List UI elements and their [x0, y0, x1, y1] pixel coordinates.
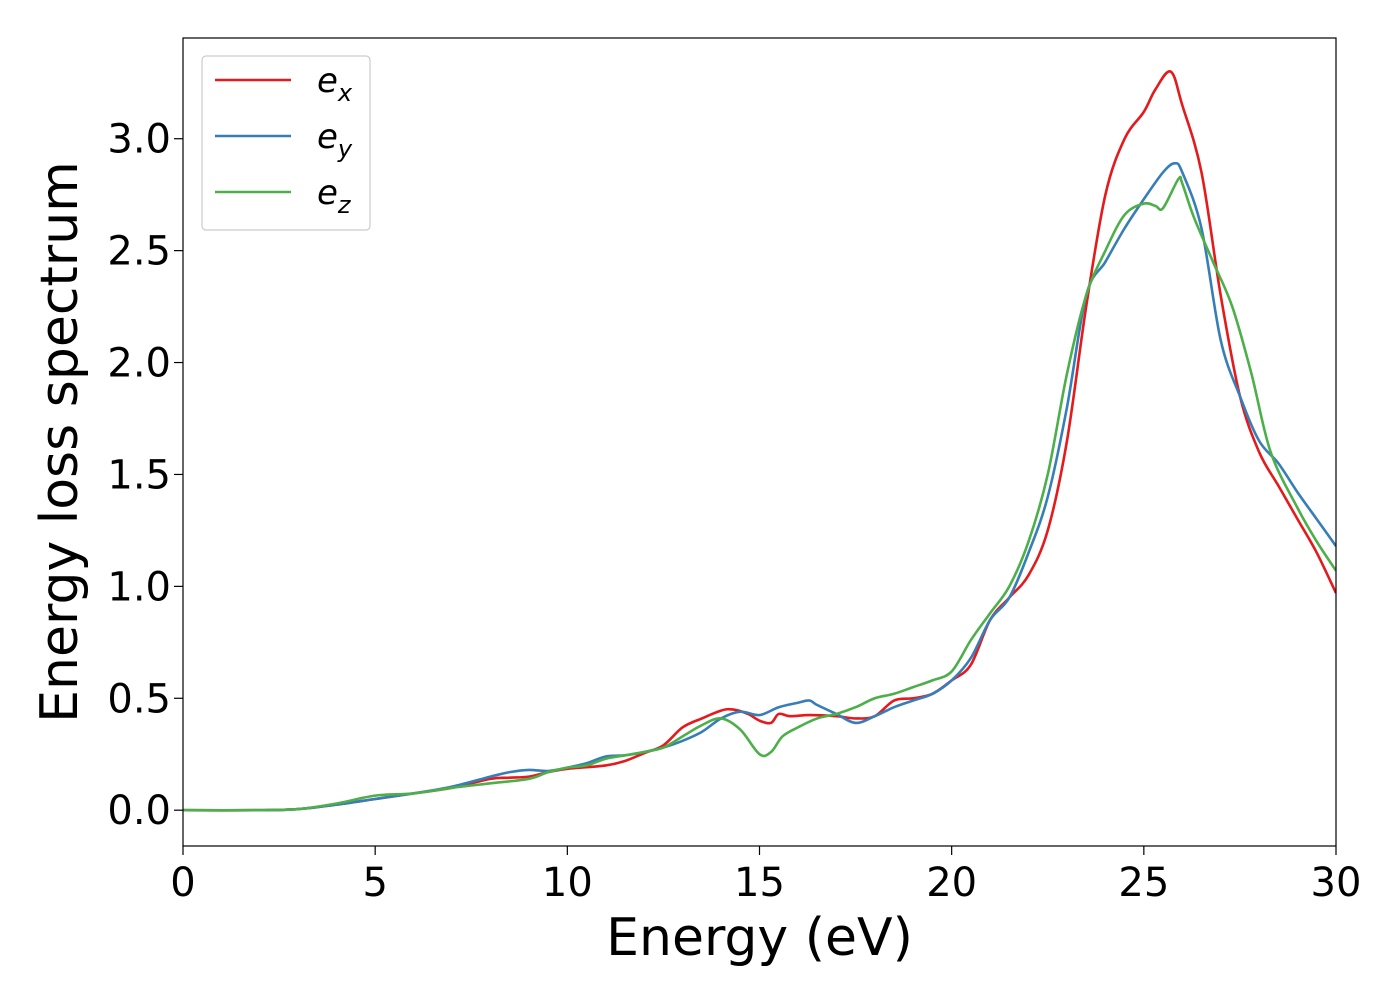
y-tick-label: 3.0 [107, 117, 171, 163]
series-line-ey [183, 161, 1336, 812]
y-tick-label: 0.5 [107, 676, 171, 722]
y-tick-label: 0.0 [107, 788, 171, 834]
y-tick-label: 1.0 [107, 564, 171, 610]
x-tick-label: 25 [1118, 860, 1169, 906]
x-tick-label: 5 [362, 860, 387, 906]
y-tick-label: 1.5 [107, 452, 171, 498]
x-tick-label: 0 [170, 860, 195, 906]
y-tick-label: 2.5 [107, 229, 171, 275]
series-layer [183, 70, 1336, 812]
legend: ex ey ez [201, 55, 371, 231]
legend-label: ez [317, 173, 352, 219]
x-tick-label: 15 [734, 860, 785, 906]
y-axis-label: Energy loss spectrum [30, 161, 90, 723]
x-tick-label: 20 [926, 860, 977, 906]
legend-entry-ex: ex [215, 61, 353, 107]
y-tick-label: 2.0 [107, 341, 171, 387]
legend-label: ey [317, 117, 353, 163]
legend-entry-ey: ey [215, 117, 353, 163]
legend-label: ex [317, 61, 353, 107]
y-axis-ticks: 0.0 0.5 1.0 1.5 2.0 2.5 3.0 [107, 117, 183, 834]
series-line-ez [183, 175, 1336, 812]
legend-box [201, 55, 371, 231]
x-tick-label: 10 [542, 860, 593, 906]
legend-entry-ez: ez [215, 173, 352, 219]
x-tick-label: 30 [1311, 860, 1362, 906]
series-line-ex [183, 70, 1336, 812]
x-axis-label: Energy (eV) [606, 908, 913, 968]
x-axis-ticks: 0 5 10 15 20 25 30 [170, 846, 1361, 906]
